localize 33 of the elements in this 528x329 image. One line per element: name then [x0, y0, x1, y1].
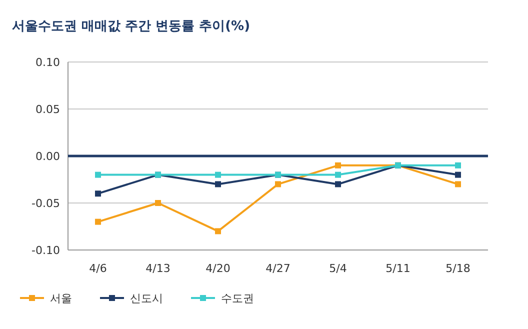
xtick: 4/6 [89, 262, 107, 275]
point [155, 200, 161, 206]
ytick: 0.10 [36, 56, 60, 69]
ytick: -0.05 [32, 197, 60, 210]
xtick: 4/13 [146, 262, 170, 275]
legend-신도시: 신도시 [100, 292, 163, 305]
xtick: 5/11 [386, 262, 410, 275]
point [215, 172, 221, 178]
point [455, 172, 461, 178]
point [215, 181, 221, 188]
ytick: 0.00 [36, 150, 60, 163]
point [95, 190, 101, 197]
point [455, 181, 461, 188]
legend-label: 신도시 [130, 292, 163, 305]
point [335, 162, 341, 168]
legend-label: 수도권 [221, 292, 254, 305]
legend-서울: 서울 [20, 292, 72, 305]
point [95, 172, 101, 178]
title: 서울수도권 매매값 주간 변동률 추이(%) [12, 19, 250, 34]
ytick: -0.10 [32, 244, 60, 257]
xtick: 5/4 [329, 262, 347, 275]
xtick: 5/18 [446, 262, 470, 275]
xtick: 4/27 [266, 262, 290, 275]
point [275, 181, 281, 188]
point [335, 181, 341, 188]
point [335, 172, 341, 178]
point [95, 218, 101, 225]
legend-수도권: 수도권 [191, 292, 254, 305]
point [215, 228, 221, 234]
legend-label: 서울 [50, 292, 72, 305]
point [455, 162, 461, 168]
ytick: 0.05 [36, 103, 60, 116]
xtick: 4/20 [206, 262, 230, 275]
